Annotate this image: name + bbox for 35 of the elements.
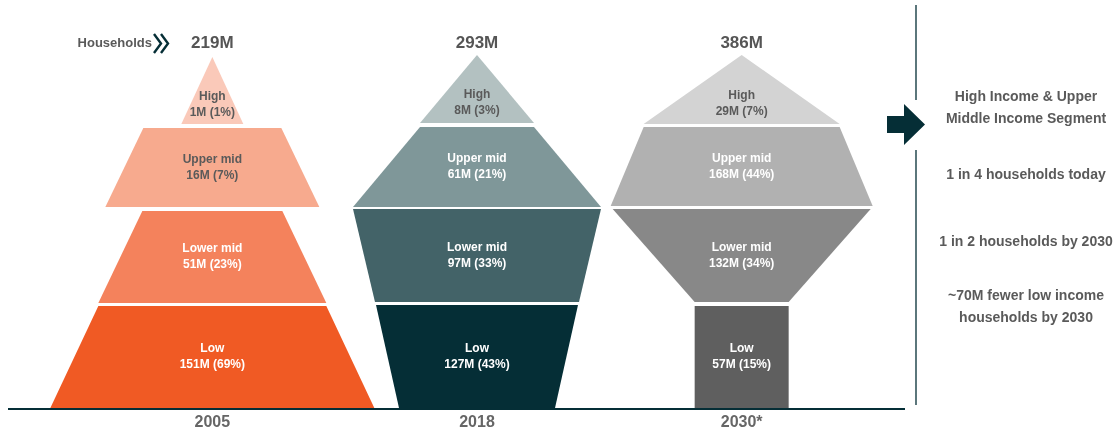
- text: Households: [77, 34, 152, 50]
- text: Lower mid: [711, 239, 772, 254]
- text: ~70M fewer low income households by 2030: [948, 286, 1105, 325]
- data-label: 1M (1%): [189, 104, 236, 119]
- text: High Income & Upper Middle Income Segment: [945, 87, 1107, 126]
- data-label: 57M (15%): [712, 357, 772, 372]
- text: 1 in 4 households today: [946, 165, 1106, 182]
- series-label: Upper mid: [182, 151, 243, 166]
- text: Upper mid: [447, 151, 507, 166]
- text: Lower mid: [446, 239, 508, 254]
- series-label: High: [199, 88, 226, 103]
- data-label: 16M (7%): [186, 167, 239, 182]
- text: Low: [200, 341, 225, 356]
- data-label: 151M (69%): [179, 357, 246, 372]
- text: High: [463, 87, 491, 102]
- category-label: 2030*: [720, 413, 764, 431]
- text: 1 in 2 households by 2030: [939, 232, 1113, 249]
- data-label: 8M (3%): [454, 103, 500, 118]
- text: 219M: [191, 32, 234, 52]
- data-label: 51M (23%): [182, 257, 242, 272]
- text: Low: [465, 340, 489, 355]
- category-label: 2005: [194, 413, 231, 431]
- data-label: 127M (43%): [444, 356, 510, 371]
- text: Upper mid: [711, 150, 772, 165]
- text: 293M: [455, 32, 499, 52]
- text: 386M: [720, 32, 763, 52]
- category-label: 2018: [459, 413, 495, 431]
- data-label: 168M (44%): [708, 166, 775, 181]
- series-label: Lower mid: [182, 241, 243, 256]
- text: High: [728, 87, 755, 102]
- data-label: 61M (21%): [447, 167, 507, 182]
- series-label: Low: [729, 341, 755, 356]
- data-label: 29M (7%): [715, 103, 768, 118]
- data-label: 97M (33%): [447, 255, 507, 270]
- data-label: 132M (34%): [708, 255, 775, 270]
